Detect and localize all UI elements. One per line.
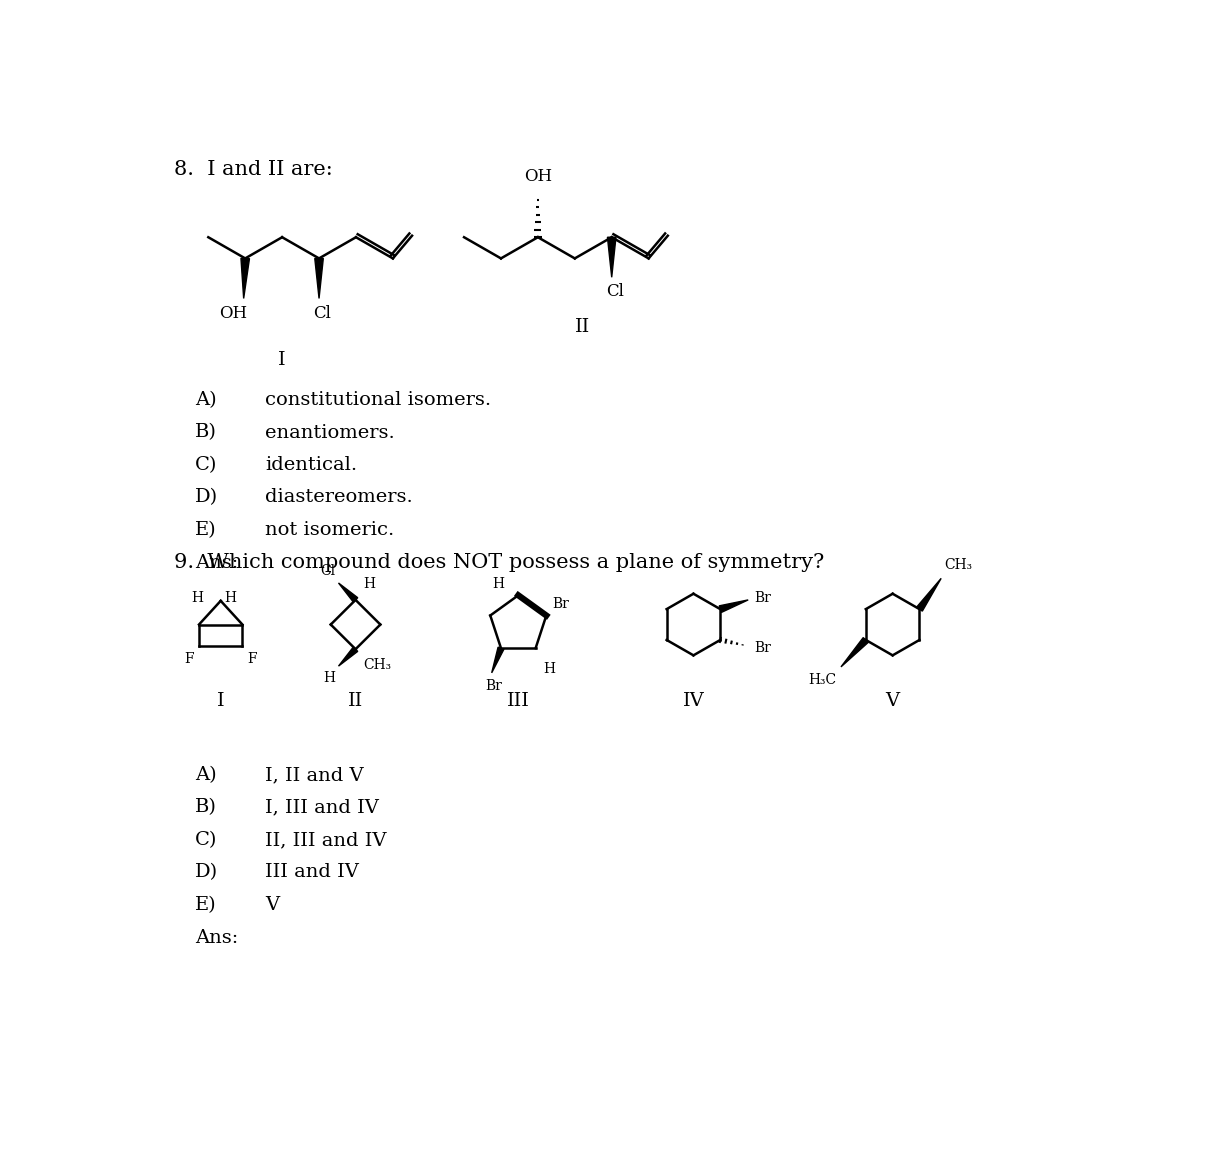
Text: diastereomers.: diastereomers.	[265, 488, 412, 507]
Text: F: F	[184, 652, 194, 666]
Text: 9.  Which compound does NOT possess a plane of symmetry?: 9. Which compound does NOT possess a pla…	[174, 553, 825, 572]
Text: identical.: identical.	[265, 456, 357, 474]
Polygon shape	[492, 647, 504, 673]
Text: V: V	[886, 693, 899, 710]
Text: D): D)	[195, 488, 218, 507]
Polygon shape	[315, 258, 323, 299]
Text: IV: IV	[682, 693, 704, 710]
Text: Cl: Cl	[606, 284, 623, 301]
Polygon shape	[720, 600, 748, 612]
Polygon shape	[916, 579, 941, 611]
Text: I, III and IV: I, III and IV	[265, 798, 378, 817]
Polygon shape	[338, 583, 357, 602]
Text: D): D)	[195, 863, 218, 881]
Text: I: I	[217, 693, 224, 710]
Text: E): E)	[195, 521, 217, 539]
Text: II: II	[348, 693, 364, 710]
Text: not isomeric.: not isomeric.	[265, 521, 394, 539]
Text: H: H	[543, 662, 555, 676]
Text: C): C)	[195, 456, 217, 474]
Text: enantiomers.: enantiomers.	[265, 424, 394, 442]
Text: V: V	[265, 896, 279, 913]
Text: H: H	[323, 670, 336, 684]
Text: CH₃: CH₃	[364, 659, 392, 673]
Polygon shape	[608, 237, 616, 278]
Text: II, III and IV: II, III and IV	[265, 831, 387, 849]
Text: III: III	[506, 693, 529, 710]
Polygon shape	[841, 638, 869, 667]
Text: H₃C: H₃C	[808, 673, 837, 687]
Text: 8.  I and II are:: 8. I and II are:	[174, 160, 333, 179]
Text: F: F	[246, 652, 256, 666]
Text: Cl: Cl	[314, 304, 331, 322]
Text: B): B)	[195, 424, 217, 442]
Text: E): E)	[195, 896, 217, 913]
Text: constitutional isomers.: constitutional isomers.	[265, 392, 490, 409]
Text: OH: OH	[523, 167, 551, 185]
Text: H: H	[493, 576, 504, 590]
Text: Ans:: Ans:	[195, 930, 238, 947]
Text: OH: OH	[218, 304, 246, 322]
Text: III and IV: III and IV	[265, 863, 359, 881]
Text: C): C)	[195, 831, 217, 849]
Text: Br: Br	[553, 597, 570, 611]
Text: Cl: Cl	[321, 565, 336, 579]
Text: Ans:: Ans:	[195, 554, 238, 573]
Text: A): A)	[195, 766, 217, 784]
Text: Br: Br	[754, 640, 771, 654]
Text: I: I	[278, 351, 285, 368]
Text: Br: Br	[754, 591, 771, 605]
Polygon shape	[338, 647, 357, 666]
Text: Br: Br	[484, 679, 501, 693]
Text: CH₃: CH₃	[944, 558, 972, 572]
Text: H: H	[364, 576, 376, 590]
Text: H: H	[224, 590, 237, 604]
Text: II: II	[575, 318, 590, 336]
Text: I, II and V: I, II and V	[265, 766, 364, 784]
Polygon shape	[242, 258, 249, 299]
Text: A): A)	[195, 392, 217, 409]
Text: H: H	[192, 590, 204, 604]
Text: B): B)	[195, 798, 217, 817]
